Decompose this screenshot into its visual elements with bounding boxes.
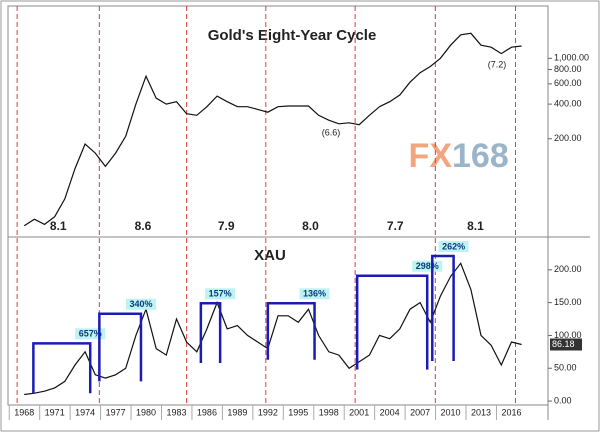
x-tick-label: 1989 (227, 407, 247, 417)
x-tick-label: 2013 (471, 407, 491, 417)
series-line (23, 32, 522, 227)
annotation: (7.2) (488, 59, 507, 69)
move-label: 657% (79, 329, 102, 339)
x-tick-label: 1983 (166, 407, 186, 417)
y-tick-label: 100.00 (554, 330, 582, 340)
y-tick-label: 150.00 (554, 297, 582, 307)
cycle-length: 7.7 (387, 219, 404, 233)
x-tick-label: 2004 (380, 407, 400, 417)
x-tick-label: 2010 (441, 407, 461, 417)
x-tick-label: 1986 (197, 407, 217, 417)
move-label: 298% (416, 261, 439, 271)
last-value-bg (550, 338, 582, 351)
x-tick-label: 2016 (501, 407, 521, 417)
y-tick-label: 200.00 (554, 133, 582, 143)
move-box (431, 254, 455, 362)
chart-title: Gold's Eight-Year Cycle (208, 27, 377, 44)
move-box (98, 312, 143, 382)
x-tick-label: 2007 (410, 407, 430, 417)
cycle-length: 8.1 (467, 219, 484, 233)
move-box (32, 342, 92, 394)
x-tick-label: 1992 (258, 407, 278, 417)
x-tick-label: 1977 (106, 407, 126, 417)
y-tick-label: 400.00 (554, 98, 582, 108)
cycle-length: 7.9 (218, 219, 235, 233)
cycle-length: 8.0 (302, 219, 319, 233)
y-tick-label: 50.00 (554, 363, 577, 373)
move-label-bg (438, 241, 469, 253)
y-tick-label: 600.00 (554, 78, 582, 88)
x-tick-label: 1974 (75, 407, 95, 417)
x-tick-label: 1998 (319, 407, 339, 417)
panel-title: XAU (254, 247, 286, 264)
move-label-bg (125, 298, 156, 310)
series-line (24, 262, 522, 396)
move-label: 262% (442, 241, 465, 251)
move-label-bg (75, 328, 106, 340)
move-box (355, 274, 429, 370)
y-tick-label: 1,000.00 (554, 53, 589, 63)
move-label: 157% (209, 289, 232, 299)
x-tick-label: 1971 (45, 407, 65, 417)
y-tick-label: 0.00 (554, 395, 572, 405)
cycle-length: 8.6 (135, 219, 152, 233)
x-tick-label: 1968 (14, 407, 34, 417)
annotation: (6.6) (322, 127, 341, 137)
y-tick-label: 800.00 (554, 64, 582, 74)
last-value: 86.18 (552, 339, 575, 349)
x-tick-label: 1995 (288, 407, 308, 417)
y-tick-label: 200.00 (554, 264, 582, 274)
cycle-length: 8.1 (50, 219, 67, 233)
move-label-bg (412, 260, 443, 272)
watermark: FX (409, 137, 453, 175)
move-label: 340% (129, 299, 152, 309)
move-label-bg (205, 288, 236, 300)
move-box (199, 302, 222, 363)
move-box (266, 302, 316, 360)
x-tick-label: 1980 (136, 407, 156, 417)
move-label-bg (299, 288, 330, 300)
x-tick-label: 2001 (349, 407, 369, 417)
watermark: 168 (452, 137, 509, 175)
move-label: 136% (303, 289, 326, 299)
